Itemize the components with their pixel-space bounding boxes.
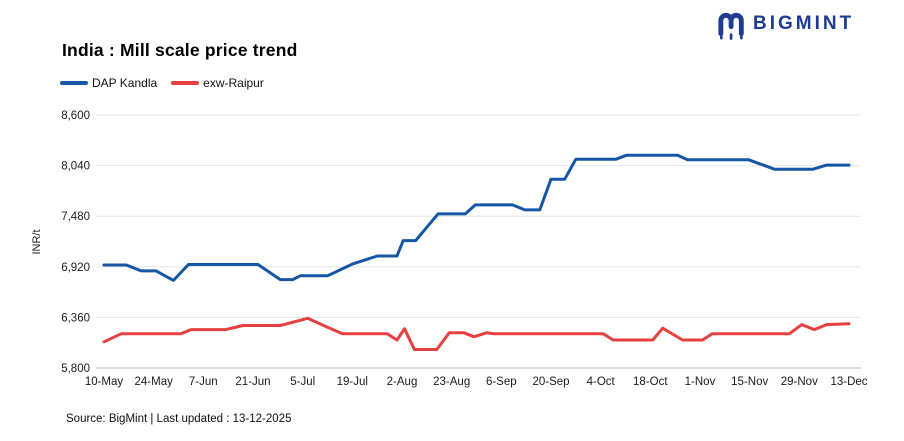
bigmint-logo: BIGMINT [716, 8, 854, 40]
x-axis-tick-label: 2-Aug [387, 376, 418, 388]
x-axis-tick-label: 7-Jun [189, 376, 218, 388]
x-axis-tick-label: 1-Nov [685, 376, 716, 388]
legend-label: exw-Raipur [203, 76, 264, 90]
y-axis-tick-label: 8,040 [61, 161, 90, 173]
x-axis-tick-label: 13-Dec [830, 376, 867, 388]
x-axis-tick-label: 6-Sep [486, 376, 517, 388]
x-axis-tick-label: 4-Oct [587, 376, 616, 388]
chart-legend: DAP Kandla exw-Raipur [60, 76, 264, 90]
y-axis-tick-label: 8,600 [61, 110, 90, 122]
x-axis-tick-label: 15-Nov [731, 376, 768, 388]
x-axis-tick-label: 10-May [85, 376, 124, 388]
y-axis-tick-label: 6,920 [61, 262, 90, 274]
bigmint-logo-text: BIGMINT [753, 13, 855, 34]
y-axis-tick-label: 6,360 [61, 312, 90, 324]
y-axis-title: INR/t [31, 229, 43, 254]
legend-swatch [60, 81, 88, 85]
x-axis-tick-label: 21-Jun [235, 376, 270, 388]
y-axis-tick-label: 7,480 [61, 211, 90, 223]
x-axis-tick-label: 5-Jul [290, 376, 315, 388]
legend-label: DAP Kandla [92, 76, 158, 90]
x-axis-tick-label: 23-Aug [433, 376, 470, 388]
x-axis-tick-label: 24-May [135, 376, 174, 388]
series-line-exw-raipur [102, 316, 851, 351]
legend-item: exw-Raipur [171, 76, 264, 90]
bigmint-m-icon [718, 13, 744, 40]
chart-title: India : Mill scale price trend [62, 40, 298, 60]
series-line-dap-kandla [102, 153, 851, 282]
x-axis-tick-label: 29-Nov [781, 376, 818, 388]
legend-item: DAP Kandla [60, 76, 157, 90]
legend-swatch [171, 81, 200, 85]
x-axis-tick-label: 18-Oct [633, 376, 668, 388]
y-axis-tick-label: 5,800 [61, 363, 90, 375]
source-note: Source: BigMint | Last updated : 13-12-2… [66, 413, 292, 425]
x-axis-tick-label: 20-Sep [532, 376, 569, 388]
x-axis-tick-label: 19-Jul [337, 376, 368, 388]
